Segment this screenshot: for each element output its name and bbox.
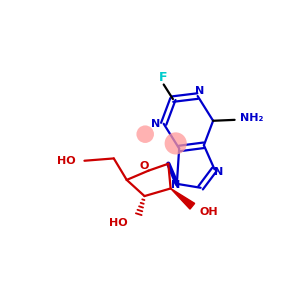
- Text: N: N: [152, 119, 161, 129]
- Text: O: O: [139, 161, 148, 171]
- Text: N: N: [195, 86, 205, 96]
- Circle shape: [165, 132, 187, 154]
- Circle shape: [136, 125, 154, 143]
- Text: OH: OH: [200, 207, 219, 217]
- Text: HO: HO: [109, 218, 128, 228]
- Text: F: F: [159, 71, 167, 84]
- Polygon shape: [171, 188, 195, 209]
- Text: N: N: [214, 167, 223, 177]
- Text: N: N: [171, 181, 180, 190]
- Text: NH₂: NH₂: [240, 113, 263, 124]
- Text: HO: HO: [57, 156, 76, 167]
